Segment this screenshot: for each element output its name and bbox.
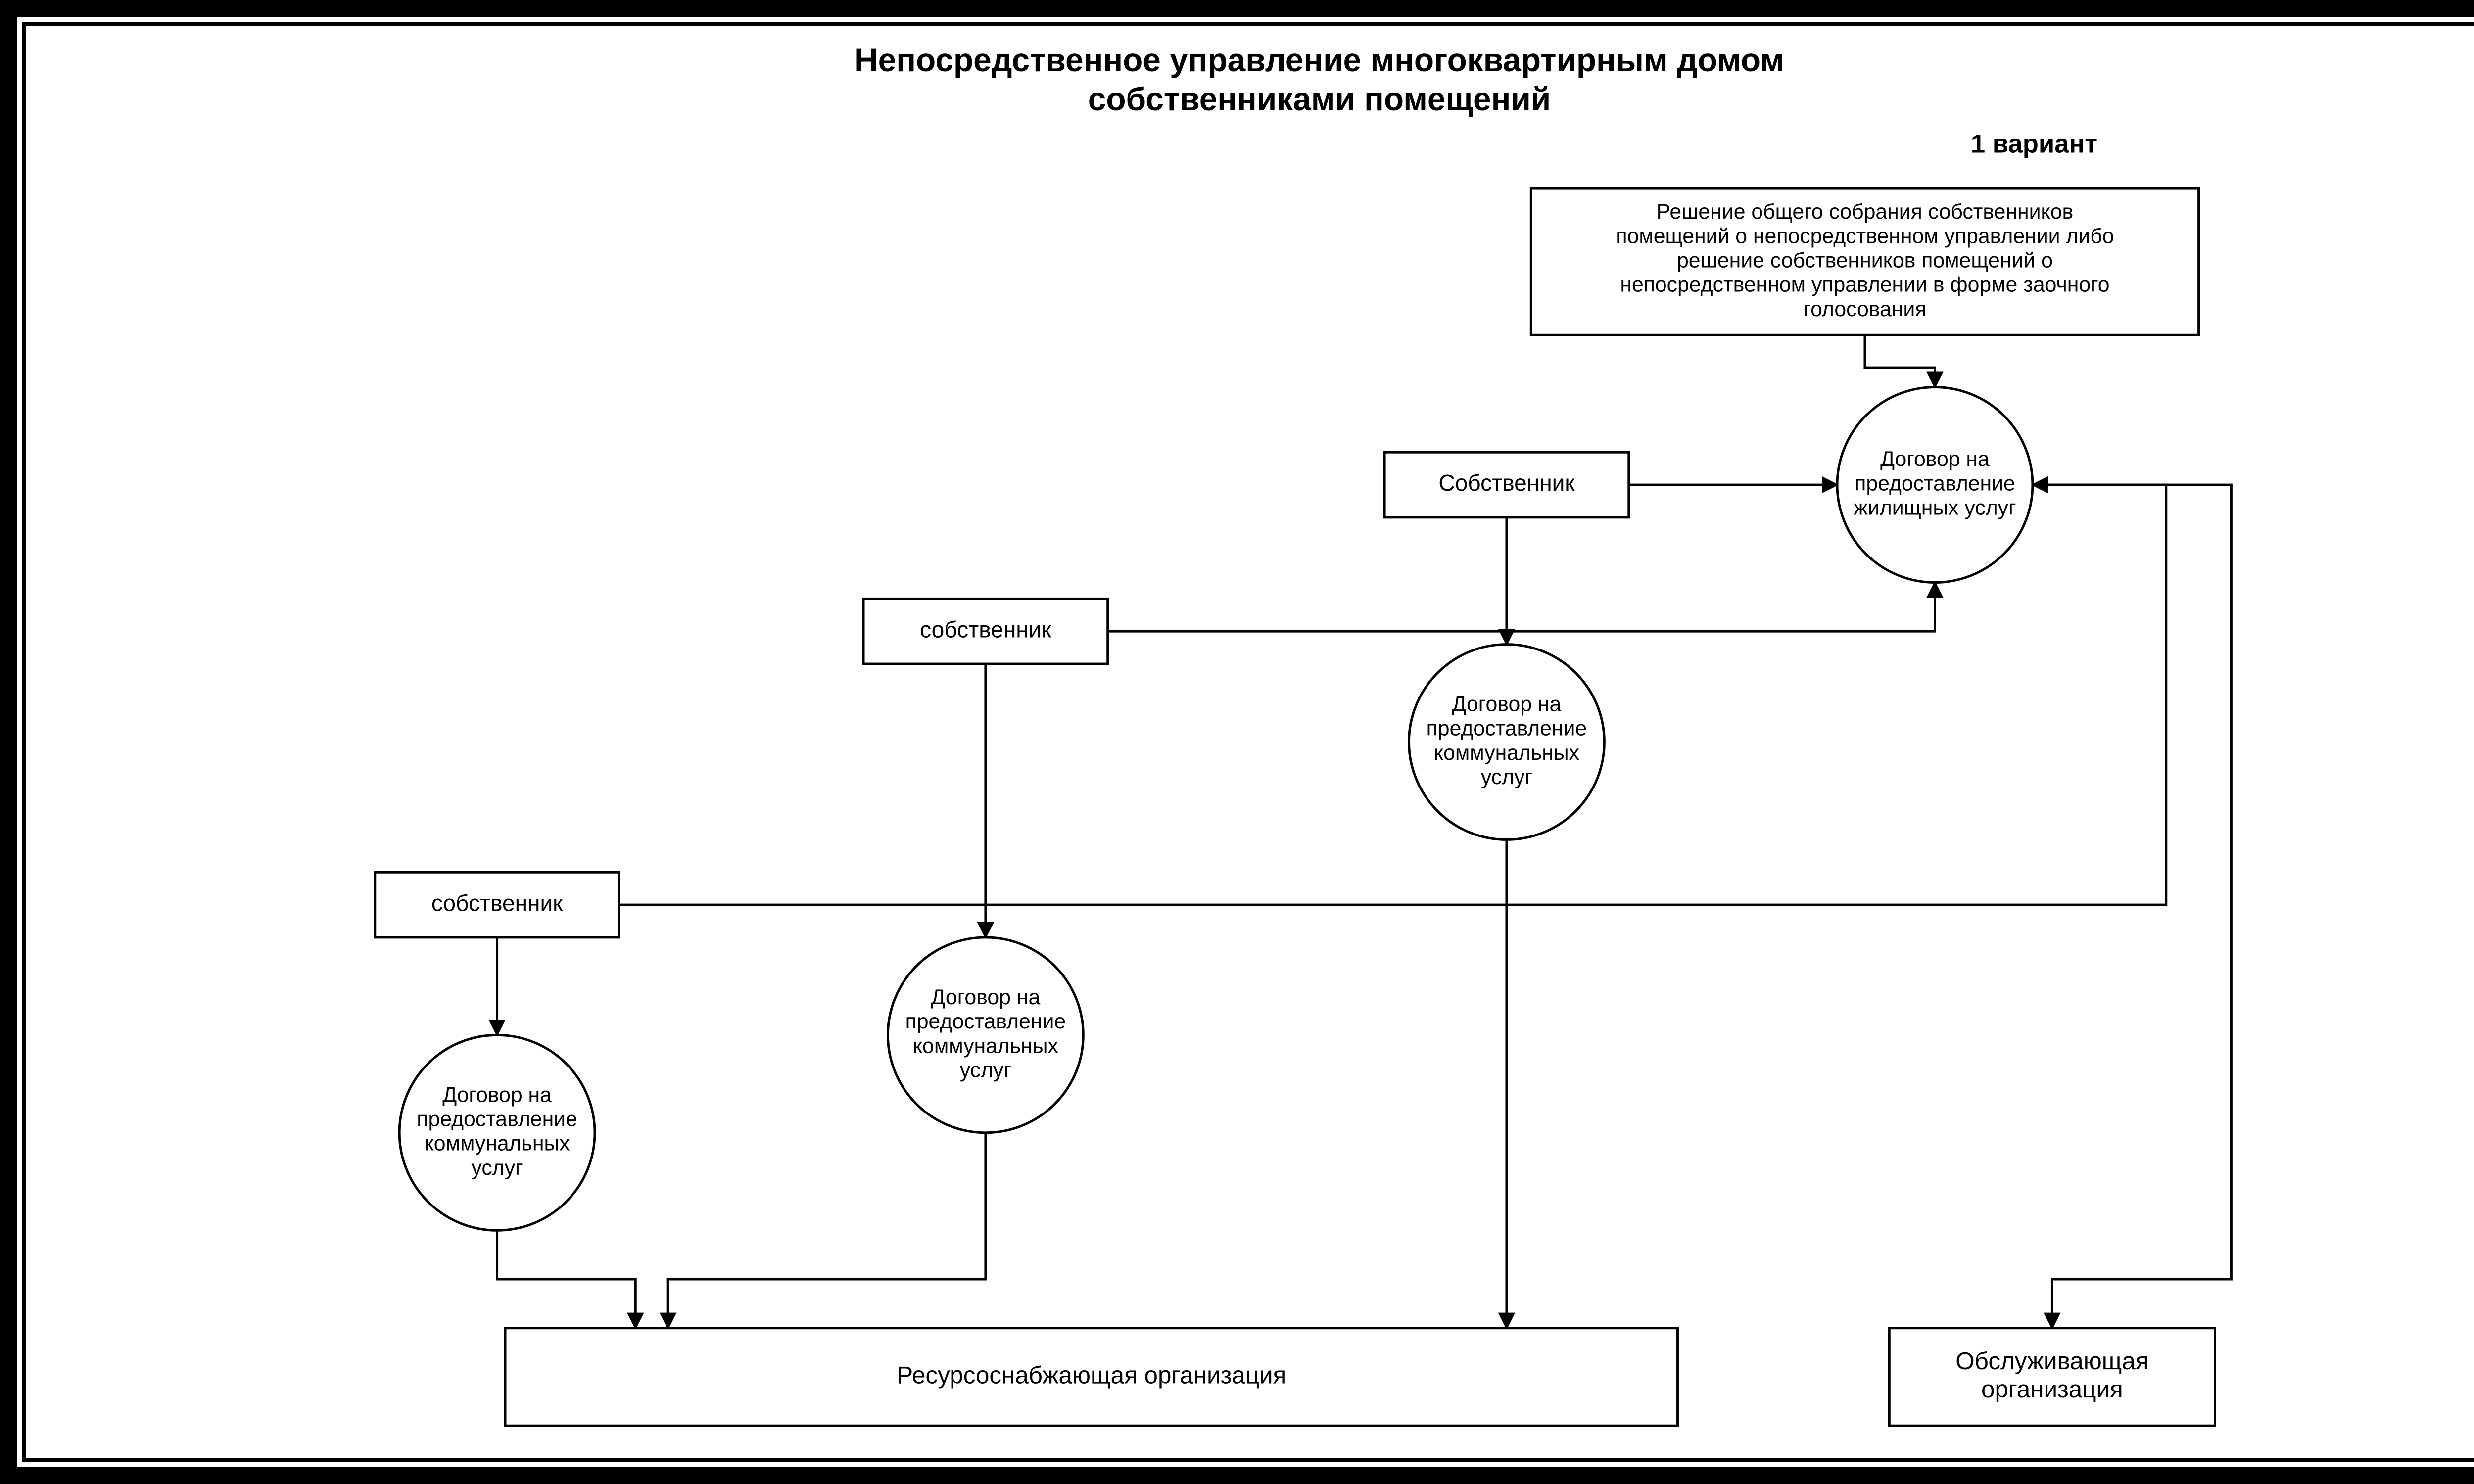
node-contract_util_2-label-3: услуг — [960, 1058, 1011, 1082]
diagram-title-line2: собственниками помещений — [1088, 81, 1551, 117]
node-contract_util_2: Договор напредоставлениекоммунальныхуслу… — [888, 937, 1083, 1133]
node-resource_org-label-0: Ресурсоснабжающая организация — [897, 1361, 1286, 1389]
node-contract_util_1-label-3: услуг — [1481, 765, 1532, 789]
node-contract_util_2-label-0: Договор на — [931, 985, 1040, 1009]
edge-contract_util_2-resource_org — [668, 1133, 986, 1328]
node-owner3-label-0: собственник — [431, 890, 563, 916]
node-contract_util_1: Договор напредоставлениекоммунальныхуслу… — [1409, 645, 1605, 840]
node-contract_housing-label-1: предоставление — [1855, 471, 2015, 495]
node-owner2: собственник — [863, 599, 1108, 664]
edge-contract_util_3-resource_org — [497, 1230, 636, 1328]
node-service_org: Обслуживающаяорганизация — [1889, 1328, 2215, 1426]
node-decision-label-4: голосования — [1803, 297, 1926, 321]
node-resource_org: Ресурсоснабжающая организация — [505, 1328, 1677, 1426]
node-contract_util_2-label-1: предоставление — [905, 1010, 1066, 1033]
double-border-wrapper: Непосредственное управление многоквартир… — [12, 12, 2474, 1472]
node-service_org-label-0: Обслуживающая — [1955, 1347, 2148, 1375]
node-decision-label-2: решение собственников помещений о — [1677, 248, 2053, 272]
variant-label: 1 вариант — [1971, 130, 2097, 159]
node-decision-label-3: непосредственном управлении в форме заоч… — [1620, 273, 2109, 297]
diagram-canvas: Непосредственное управление многоквартир… — [22, 22, 2474, 1462]
diagram-title-line1: Непосредственное управление многоквартир… — [855, 42, 1784, 78]
node-decision: Решение общего собрания собственниковпом… — [1531, 188, 2198, 335]
node-contract_util_1-label-2: коммунальных — [1434, 741, 1579, 765]
node-contract_housing-label-2: жилищных услуг — [1854, 496, 2016, 520]
node-owner1-label-0: Собственник — [1438, 470, 1575, 496]
edge-decision-contract_housing — [1865, 335, 1935, 387]
node-owner1: Собственник — [1384, 452, 1629, 517]
node-contract_util_3-label-2: коммунальных — [425, 1132, 570, 1156]
node-contract_util_3-label-3: услуг — [471, 1156, 523, 1180]
node-owner3: собственник — [375, 872, 619, 937]
edge-contract_housing-service_org — [2033, 485, 2231, 1328]
edge-owner2-contract_housing_via — [1108, 582, 1935, 631]
node-contract_util_2-label-2: коммунальных — [913, 1034, 1058, 1058]
node-owner2-label-0: собственник — [920, 616, 1051, 642]
outer-frame: Непосредственное управление многоквартир… — [0, 0, 2474, 1484]
node-decision-label-1: помещений о непосредственном управлении … — [1616, 224, 2114, 248]
node-contract_util_1-label-1: предоставление — [1427, 717, 1587, 741]
flowchart-svg: Непосредственное управление многоквартир… — [26, 26, 2474, 1458]
node-contract_util_3-label-0: Договор на — [442, 1083, 552, 1107]
node-contract_util_3-label-1: предоставление — [417, 1108, 577, 1131]
node-contract_housing-label-0: Договор на — [1880, 447, 1990, 471]
node-contract_housing: Договор напредоставлениежилищных услуг — [1837, 387, 2033, 583]
node-service_org-label-1: организация — [1981, 1376, 2123, 1403]
node-decision-label-0: Решение общего собрания собственников — [1657, 200, 2074, 224]
node-contract_util_1-label-0: Договор на — [1452, 692, 1562, 716]
node-contract_util_3: Договор напредоставлениекоммунальныхуслу… — [399, 1035, 595, 1230]
